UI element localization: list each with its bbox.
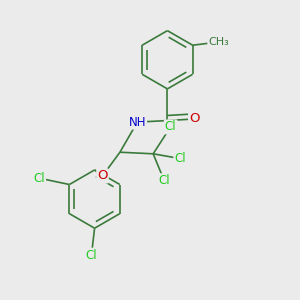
- Text: Cl: Cl: [85, 249, 97, 262]
- Text: NH: NH: [129, 116, 146, 129]
- Text: O: O: [97, 169, 108, 182]
- Text: Cl: Cl: [34, 172, 45, 185]
- Text: Cl: Cl: [158, 174, 170, 187]
- Text: CH₃: CH₃: [208, 37, 229, 47]
- Text: Cl: Cl: [165, 120, 176, 134]
- Text: Cl: Cl: [174, 152, 186, 165]
- Text: O: O: [189, 112, 200, 125]
